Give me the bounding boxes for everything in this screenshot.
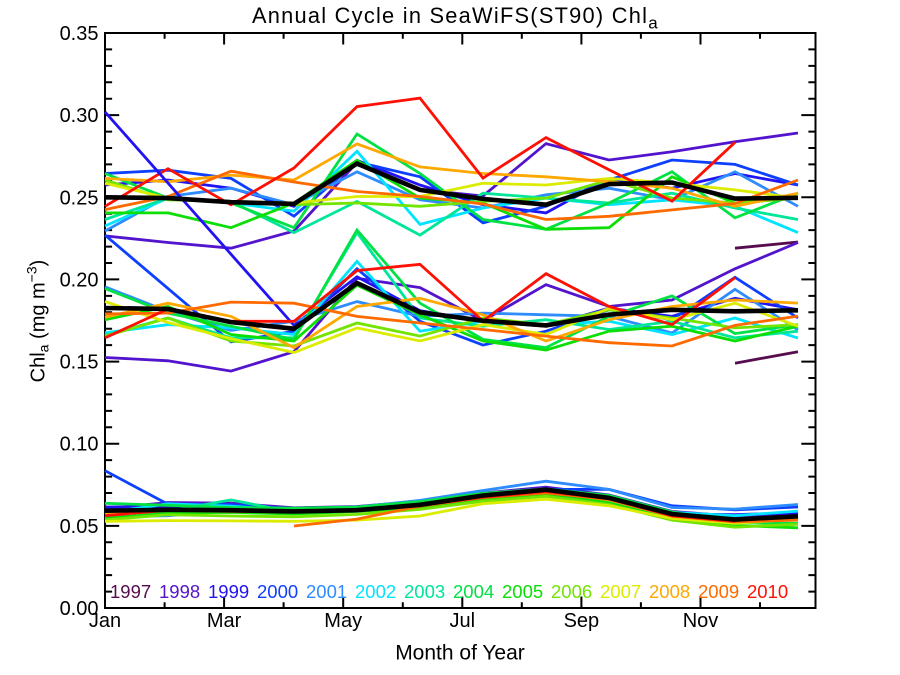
svg-text:0.35: 0.35 (60, 23, 99, 45)
svg-text:1998: 1998 (159, 581, 200, 602)
svg-text:Sep: Sep (564, 610, 600, 632)
svg-text:0.05: 0.05 (60, 516, 99, 538)
svg-text:2008: 2008 (649, 581, 690, 602)
svg-text:2003: 2003 (404, 581, 445, 602)
svg-text:1997: 1997 (110, 581, 151, 602)
svg-text:0.20: 0.20 (60, 269, 99, 291)
svg-text:0.00: 0.00 (60, 598, 99, 620)
svg-text:1999: 1999 (208, 581, 249, 602)
svg-text:2007: 2007 (600, 581, 641, 602)
svg-text:0.10: 0.10 (60, 434, 99, 456)
svg-text:2000: 2000 (257, 581, 298, 602)
svg-text:Nov: Nov (683, 610, 719, 632)
svg-text:2004: 2004 (453, 581, 494, 602)
svg-text:0.15: 0.15 (60, 352, 99, 374)
svg-text:Mar: Mar (207, 610, 242, 632)
svg-text:May: May (324, 610, 362, 632)
svg-text:2005: 2005 (502, 581, 543, 602)
svg-text:Annual Cycle in SeaWiFS(ST90): Annual Cycle in SeaWiFS(ST90) Chla (252, 3, 658, 33)
svg-text:Jan: Jan (89, 610, 121, 632)
svg-text:2006: 2006 (551, 581, 592, 602)
svg-text:Jul: Jul (450, 610, 476, 632)
svg-text:2002: 2002 (355, 581, 396, 602)
svg-text:2009: 2009 (698, 581, 739, 602)
svg-text:0.25: 0.25 (60, 187, 99, 209)
svg-text:0.30: 0.30 (60, 105, 99, 127)
svg-text:2010: 2010 (747, 581, 788, 602)
svg-text:2001: 2001 (306, 581, 347, 602)
svg-text:Month of Year: Month of Year (395, 642, 525, 665)
